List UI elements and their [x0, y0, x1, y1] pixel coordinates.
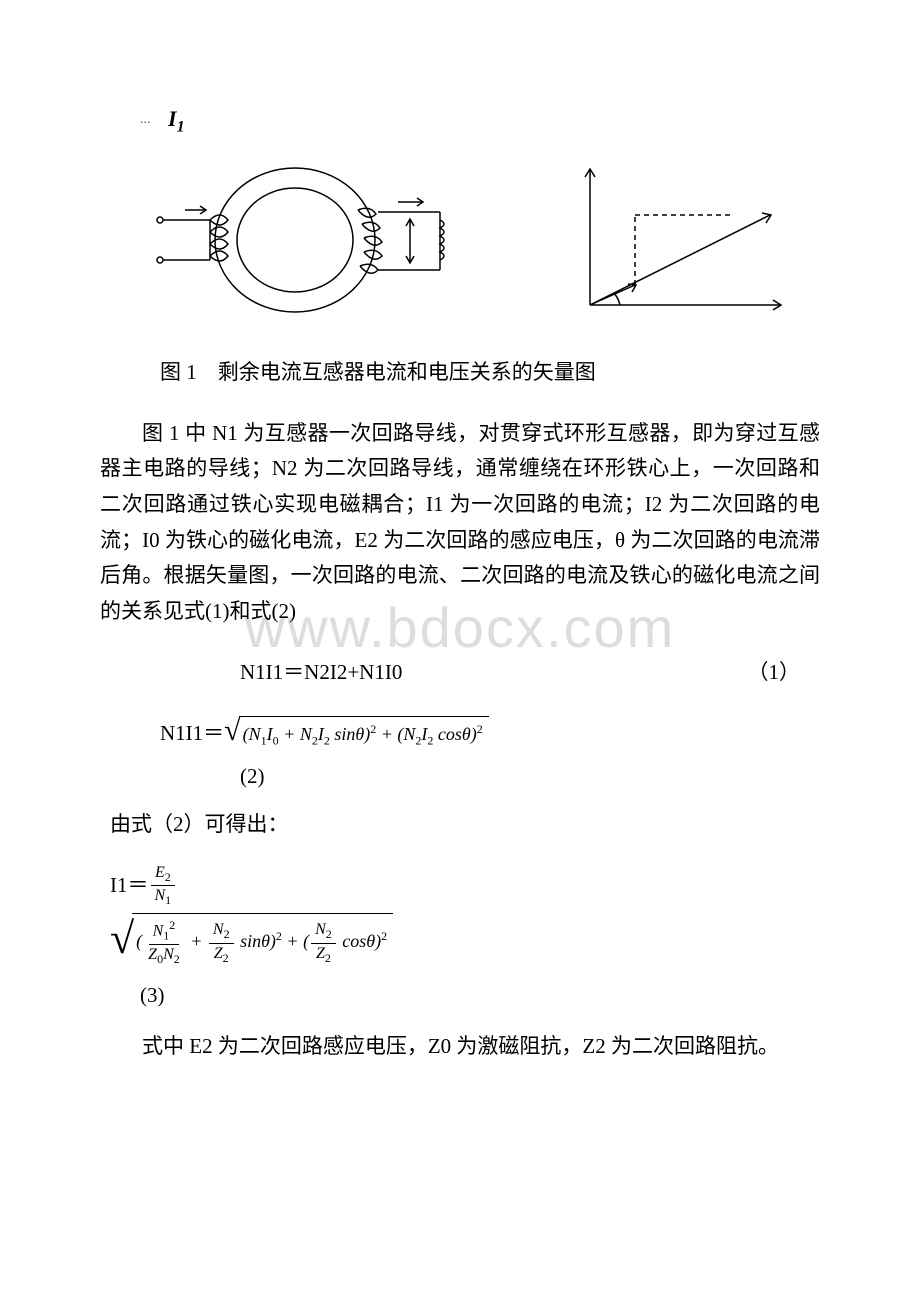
equation-3-number: (3)	[140, 978, 820, 1014]
ellipsis-marks: ...	[140, 108, 151, 132]
equation-2-number: (2)	[240, 759, 820, 795]
equation-3-sqrt: √ (N12Z0N2 + N2Z2 sinθ)2 + (N2Z2 cosθ)2	[110, 913, 393, 968]
equation-3-prefix: I1＝	[110, 868, 149, 904]
equation-2-sqrt: √ (N1I0 + N2I2 sinθ)2 + (N2I2 cosθ)2	[224, 716, 489, 751]
equation-1-number: （1）	[748, 655, 801, 691]
equation-2-radicand: (N1I0 + N2I2 sinθ)2 + (N2I2 cosθ)2	[239, 716, 489, 751]
equation-1-text: N1I1＝N2I2+N1I0	[240, 655, 402, 691]
figure-row	[100, 150, 820, 330]
equation-1-row: N1I1＝N2I2+N1I0 （1）	[100, 655, 820, 691]
equation-2-prefix: N1I1＝	[160, 716, 224, 752]
transformer-diagram	[150, 150, 450, 330]
i1-variable-label: I1	[168, 100, 185, 141]
equation-3-frac-e2-n1: E2 N1	[151, 863, 176, 910]
paragraph-final: 式中 E2 为二次回路感应电压，Z0 为激磁阻抗，Z2 为二次回路阻抗。	[100, 1029, 820, 1065]
equation-3-radicand: (N12Z0N2 + N2Z2 sinθ)2 + (N2Z2 cosθ)2	[132, 913, 393, 968]
vector-diagram	[570, 155, 800, 325]
paragraph-1: 图 1 中 N1 为互感器一次回路导线，对贯穿式环形互感器，即为穿过互感器主电路…	[100, 416, 820, 630]
figure-caption: 图 1 剩余电流互感器电流和电压关系的矢量图	[160, 355, 820, 391]
derive-text: 由式（2）可得出：	[110, 807, 820, 843]
equation-3-block: I1＝ E2 N1 √ (N12Z0N2 + N2Z2 sinθ)2 + (N2…	[110, 863, 820, 1014]
equation-2-block: N1I1＝ √ (N1I0 + N2I2 sinθ)2 + (N2I2 cosθ…	[160, 716, 820, 795]
